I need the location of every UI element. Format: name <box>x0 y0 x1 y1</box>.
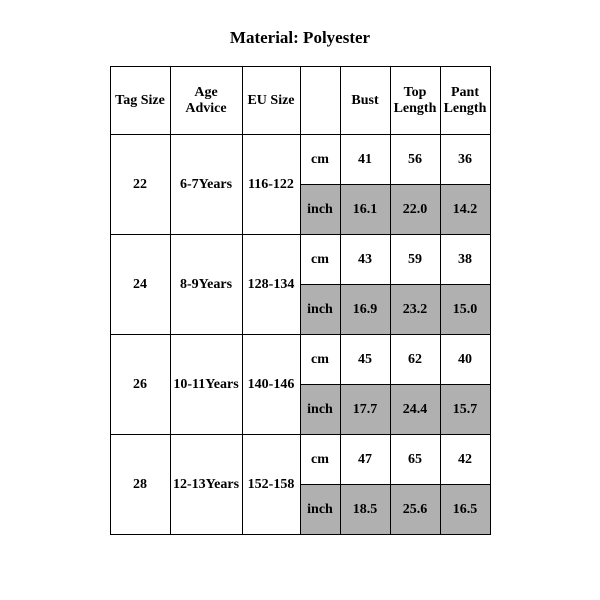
cell-unit-inch: inch <box>300 285 340 335</box>
cell-pant-inch: 14.2 <box>440 185 490 235</box>
size-table: Tag Size Age Advice EU Size Bust Top Len… <box>110 66 491 535</box>
cell-eu: 152-158 <box>242 435 300 535</box>
cell-unit-inch: inch <box>300 185 340 235</box>
table-header-row: Tag Size Age Advice EU Size Bust Top Len… <box>110 67 490 135</box>
cell-top-inch: 25.6 <box>390 485 440 535</box>
cell-age: 6-7Years <box>170 135 242 235</box>
page-title: Material: Polyester <box>0 0 600 66</box>
cell-eu: 128-134 <box>242 235 300 335</box>
cell-pant-cm: 36 <box>440 135 490 185</box>
cell-pant-cm: 42 <box>440 435 490 485</box>
cell-top-cm: 62 <box>390 335 440 385</box>
cell-eu: 116-122 <box>242 135 300 235</box>
cell-bust-inch: 18.5 <box>340 485 390 535</box>
col-unit <box>300 67 340 135</box>
table-row: 24 8-9Years 128-134 cm 43 59 38 <box>110 235 490 285</box>
cell-unit-cm: cm <box>300 235 340 285</box>
cell-tag: 26 <box>110 335 170 435</box>
cell-top-inch: 22.0 <box>390 185 440 235</box>
col-eu-size: EU Size <box>242 67 300 135</box>
cell-unit-cm: cm <box>300 435 340 485</box>
cell-tag: 28 <box>110 435 170 535</box>
cell-bust-cm: 47 <box>340 435 390 485</box>
table-row: 22 6-7Years 116-122 cm 41 56 36 <box>110 135 490 185</box>
cell-top-inch: 24.4 <box>390 385 440 435</box>
cell-age: 12-13Years <box>170 435 242 535</box>
cell-tag: 24 <box>110 235 170 335</box>
cell-unit-inch: inch <box>300 385 340 435</box>
cell-unit-cm: cm <box>300 135 340 185</box>
cell-bust-cm: 43 <box>340 235 390 285</box>
cell-bust-inch: 17.7 <box>340 385 390 435</box>
col-bust: Bust <box>340 67 390 135</box>
cell-pant-inch: 15.7 <box>440 385 490 435</box>
cell-top-cm: 59 <box>390 235 440 285</box>
cell-bust-inch: 16.1 <box>340 185 390 235</box>
cell-bust-inch: 16.9 <box>340 285 390 335</box>
col-tag-size: Tag Size <box>110 67 170 135</box>
table-row: 26 10-11Years 140-146 cm 45 62 40 <box>110 335 490 385</box>
cell-eu: 140-146 <box>242 335 300 435</box>
cell-pant-inch: 15.0 <box>440 285 490 335</box>
cell-top-cm: 56 <box>390 135 440 185</box>
col-top-length: Top Length <box>390 67 440 135</box>
cell-pant-cm: 38 <box>440 235 490 285</box>
cell-top-cm: 65 <box>390 435 440 485</box>
cell-unit-cm: cm <box>300 335 340 385</box>
cell-bust-cm: 41 <box>340 135 390 185</box>
table-row: 28 12-13Years 152-158 cm 47 65 42 <box>110 435 490 485</box>
cell-pant-cm: 40 <box>440 335 490 385</box>
cell-unit-inch: inch <box>300 485 340 535</box>
cell-age: 10-11Years <box>170 335 242 435</box>
cell-bust-cm: 45 <box>340 335 390 385</box>
col-pant-length: Pant Length <box>440 67 490 135</box>
cell-age: 8-9Years <box>170 235 242 335</box>
cell-pant-inch: 16.5 <box>440 485 490 535</box>
cell-top-inch: 23.2 <box>390 285 440 335</box>
cell-tag: 22 <box>110 135 170 235</box>
col-age-advice: Age Advice <box>170 67 242 135</box>
